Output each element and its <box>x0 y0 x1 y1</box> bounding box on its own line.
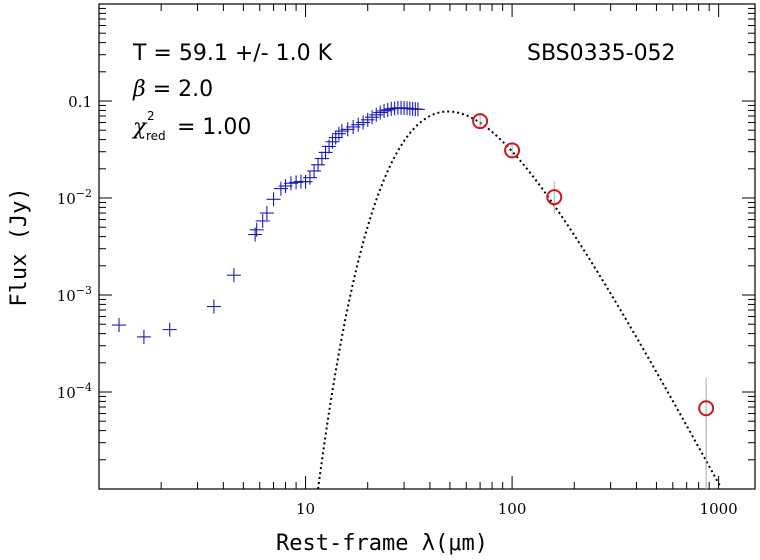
chi-subscript: red <box>146 129 166 143</box>
fir-data-point <box>546 189 563 206</box>
ir-data-point <box>226 268 241 283</box>
ir-data-point <box>278 178 293 193</box>
beta-symbol: β <box>132 77 146 102</box>
fit-curve-layer <box>317 110 722 490</box>
beta-annotation: β = 2.0 <box>132 77 213 102</box>
ir-data-point <box>307 163 322 178</box>
ir-data-point <box>311 157 326 172</box>
fir-data-point <box>698 400 715 417</box>
x-tick-label-1000: 1000 <box>700 500 738 518</box>
y-tick-base: 10 <box>57 190 76 208</box>
ir-data-point <box>369 107 384 122</box>
ir-data-point <box>255 213 270 228</box>
y-tick-exponent: −3 <box>76 284 92 297</box>
ir-data-point <box>112 318 127 333</box>
ir-data-point <box>380 102 395 117</box>
ir-data-point <box>340 122 355 137</box>
y-tick-exponent: −4 <box>76 381 92 394</box>
y-tick-label-1e-2: 10−2 <box>57 187 92 208</box>
y-axis-label: Flux (Jy) <box>7 187 32 306</box>
ir-data-point <box>162 322 177 337</box>
ir-data-point <box>410 102 425 117</box>
y-tick-label-1e-3: 10−3 <box>57 284 92 305</box>
x-axis-label: Rest-frame λ(μm) <box>276 531 488 556</box>
ir-data-point <box>328 130 343 145</box>
chi-value: = 1.00 <box>170 115 251 140</box>
plot-frame <box>98 3 756 490</box>
ir-data-point <box>206 299 221 314</box>
x-tick-labels: 10 100 1000 <box>296 500 738 518</box>
ir-data-point <box>377 103 392 118</box>
ir-data-point <box>266 192 281 207</box>
x-tick-label-10: 10 <box>296 500 315 518</box>
chi-symbol: χ <box>131 115 148 140</box>
temperature-annotation: T = 59.1 +/- 1.0 K <box>132 41 333 66</box>
ir-data-point <box>314 151 329 166</box>
y-tick-label-0.1: 0.1 <box>68 93 92 111</box>
ir-data-point <box>249 222 264 237</box>
x-tick-label-100: 100 <box>498 500 527 518</box>
y-tick-base: 10 <box>57 287 76 305</box>
axis-ticks <box>98 4 755 490</box>
fir-points-layer <box>472 113 715 489</box>
fir-data-point <box>472 113 489 130</box>
y-tick-exponent: −2 <box>76 187 92 200</box>
ir-data-point <box>318 145 333 160</box>
ir-data-point <box>334 124 349 139</box>
ir-data-point <box>259 206 274 221</box>
object-name-annotation: SBS0335-052 <box>527 41 676 66</box>
fit-curve <box>317 110 722 490</box>
chi-superscript: 2 <box>147 109 155 123</box>
fir-data-point <box>504 142 521 159</box>
ir-data-point <box>331 126 346 141</box>
ir-points-layer <box>112 100 425 344</box>
ir-data-point <box>373 105 388 120</box>
chi-squared-annotation: χ2 red = 1.00 <box>131 109 251 143</box>
beta-value: = 2.0 <box>146 77 213 102</box>
y-tick-labels: 0.1 10−2 10−3 10−4 <box>57 93 92 402</box>
y-tick-base: 10 <box>57 384 76 402</box>
y-tick-label-1e-4: 10−4 <box>57 381 92 402</box>
ir-data-point <box>136 329 151 344</box>
